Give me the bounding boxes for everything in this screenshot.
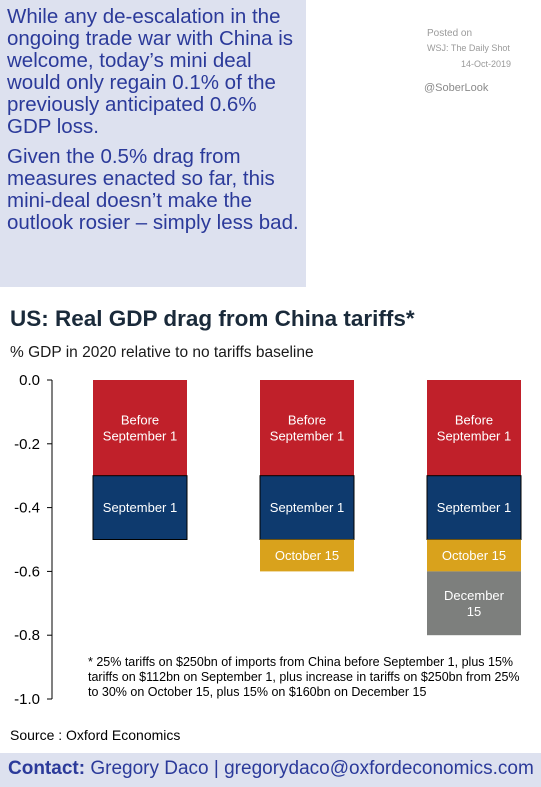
bar-segment-before_sep1 [260, 380, 354, 476]
contact-details: Gregory Daco | gregorydaco@oxfordeconomi… [85, 758, 534, 779]
chart-source: Source : Oxford Economics [10, 727, 181, 743]
posted-source: WSJ: The Daily Shot [427, 43, 510, 53]
bar-segment-label: September 1 [103, 500, 177, 515]
posted-on-label: Posted on [427, 28, 473, 39]
bar-segment-label: Before September 1 [103, 412, 177, 443]
chart-plot: 0.0 -0.2 -0.4 -0.6 -0.8 -1.0 Before September … [14, 372, 522, 708]
commentary-box: While any de-escalation in the ongoing t… [0, 0, 306, 287]
commentary-paragraph: While any de-escalation in the ongoing t… [7, 5, 294, 138]
bar-segment-sep1 [259, 475, 355, 541]
bar-segment-before_sep1 [93, 380, 187, 476]
bar-segment-before_sep1 [427, 380, 521, 476]
y-axis: 0.0 -0.2 -0.4 -0.6 -0.8 -1.0 [14, 372, 53, 708]
bar-segment-label: September 1 [437, 500, 511, 515]
contact-bar: Contact: Gregory Daco | gregorydaco@oxfo… [0, 753, 541, 787]
bar-segment-oct15 [427, 539, 521, 572]
chart-footnote: * 25% tariffs on $250bn of imports from … [88, 655, 520, 699]
social-handle: @SoberLook [424, 82, 489, 94]
bar-segment-label: October 15 [442, 548, 506, 563]
bar-segment-label: December 15 [444, 588, 505, 619]
y-tick-label: 0.0 [19, 372, 40, 389]
posted-date: 14-Oct-2019 [461, 59, 512, 69]
y-tick-label: -0.8 [14, 627, 40, 644]
bar-segment-sep1 [92, 475, 188, 541]
y-tick-label: -0.2 [14, 436, 40, 453]
bar-segment-label: Before September 1 [270, 412, 344, 443]
chart-title: US: Real GDP drag from China tariffs* [10, 306, 415, 331]
bar-segment-sep1 [426, 475, 522, 541]
bar-segment-label: September 1 [270, 500, 344, 515]
chart-subtitle: % GDP in 2020 relative to no tariffs bas… [10, 344, 314, 361]
bars: Before September 1 September 1 Before Septem… [92, 380, 522, 636]
bar-segment-oct15 [260, 539, 354, 572]
y-tick-label: -0.6 [14, 563, 40, 580]
bar-segment-dec15 [427, 571, 521, 636]
bar-segment-label: Before September 1 [437, 412, 511, 443]
bar-segment-label: October 15 [275, 548, 339, 563]
y-tick-label: -1.0 [14, 691, 40, 708]
y-tick-label: -0.4 [14, 500, 40, 517]
contact-label: Contact: [8, 758, 86, 779]
commentary-paragraph: Given the 0.5% drag from measures enacte… [7, 145, 299, 234]
